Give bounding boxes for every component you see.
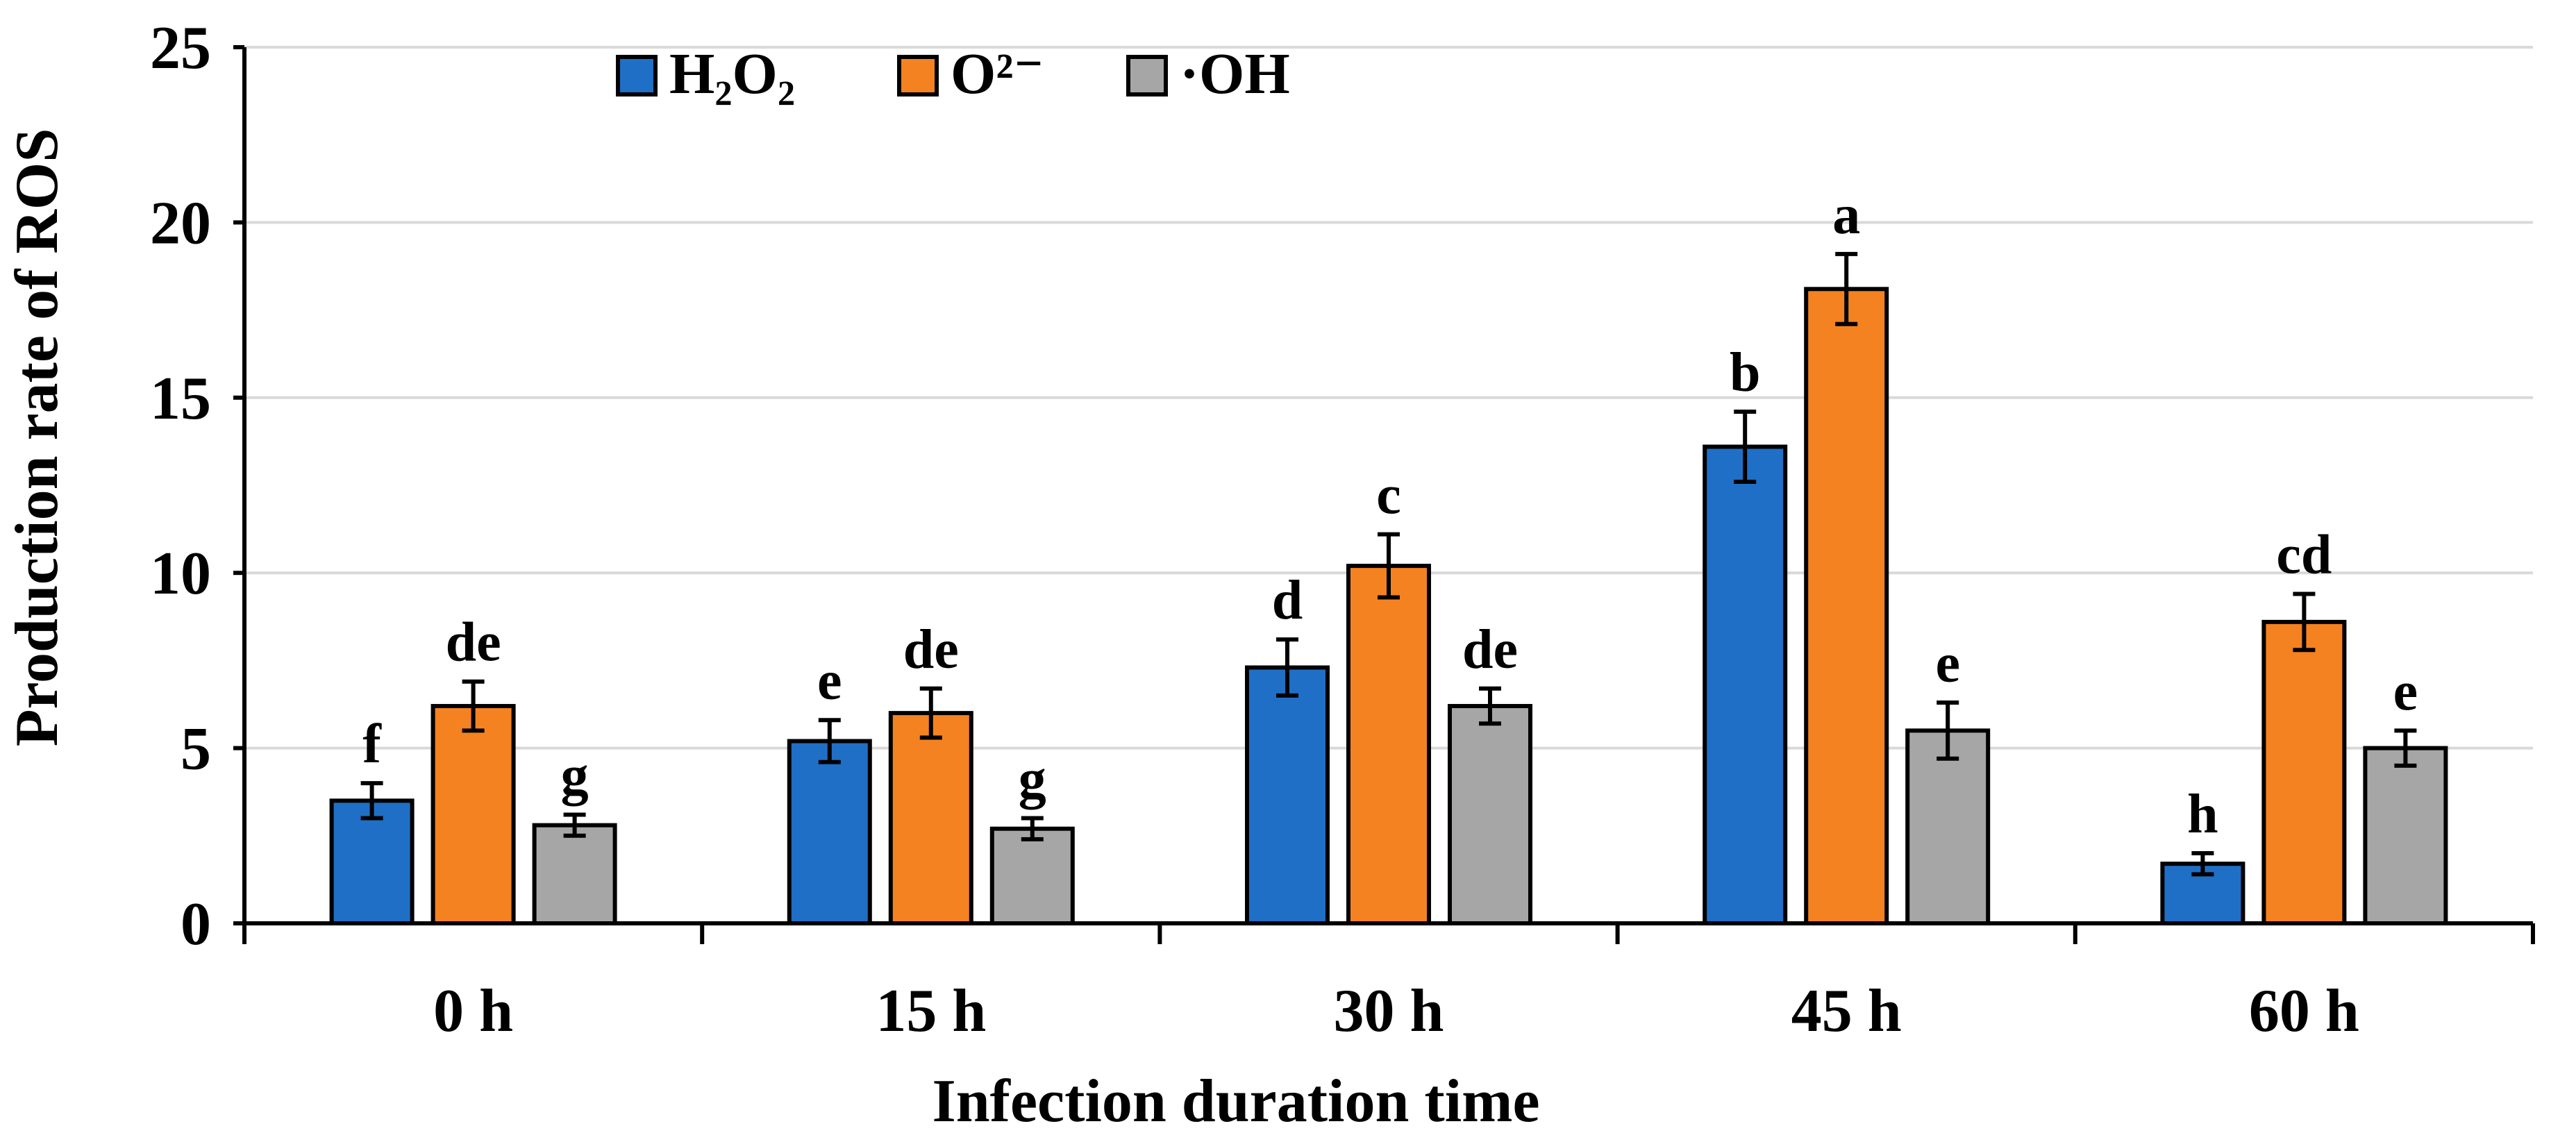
x-tick-label: 30 h	[1334, 977, 1444, 1045]
bar	[2261, 619, 2347, 925]
legend-swatch	[616, 55, 658, 96]
significance-letter: f	[362, 714, 382, 775]
significance-letter: b	[1730, 342, 1761, 403]
legend-item: O²⁻	[897, 42, 1044, 106]
significance-letter: de	[1462, 619, 1518, 680]
bar	[787, 739, 872, 926]
legend-swatch	[897, 55, 939, 96]
axes: 0 5 10 15 20 25 0 h 15 h 30 h 45 h 60 h	[150, 15, 2535, 1045]
significance-letter: de	[446, 612, 501, 673]
legend-item: ·OH	[1126, 42, 1290, 106]
bar	[532, 823, 617, 925]
significance-letter: e	[817, 651, 842, 712]
significance-letter: g	[1019, 749, 1046, 810]
bar	[888, 711, 973, 925]
legend-label: O²⁻	[951, 42, 1044, 106]
bar	[1703, 444, 1788, 925]
significance-letter: a	[1832, 185, 1860, 246]
x-axis-title: Infection duration time	[932, 1068, 1539, 1133]
x-tick-label: 60 h	[2249, 977, 2359, 1045]
error-bars	[360, 251, 2417, 877]
x-tick-label: 45 h	[1791, 977, 1902, 1045]
gridlines	[244, 46, 2533, 750]
bar	[1346, 564, 1431, 925]
bar	[989, 826, 1075, 925]
legend-item: H₂O₂	[616, 42, 795, 106]
bar	[430, 704, 516, 925]
bar	[1804, 287, 1889, 925]
y-tick-label: 25	[150, 15, 211, 82]
significance-letter: e	[2393, 661, 2418, 722]
y-axis-title: Production rate of ROS	[3, 128, 71, 747]
y-tick-label: 5	[181, 716, 211, 783]
significance-letter: cd	[2276, 524, 2332, 585]
y-tick-label: 0	[181, 891, 211, 958]
significance-letter: g	[561, 746, 589, 807]
y-tick-label: 15	[150, 365, 211, 433]
bars	[329, 287, 2448, 926]
significance-letter: c	[1376, 465, 1401, 526]
legend-label: H₂O₂	[669, 42, 795, 106]
significance-letter: de	[903, 619, 959, 680]
significance-letter: h	[2187, 784, 2218, 845]
bar	[1245, 665, 1330, 925]
x-tick-label: 15 h	[876, 977, 986, 1045]
y-tick-label: 10	[150, 540, 211, 607]
legend-swatch	[1126, 55, 1168, 96]
bar	[329, 798, 415, 925]
legend-label: ·OH	[1180, 42, 1290, 106]
x-tick-label: 0 h	[433, 977, 513, 1045]
significance-letter: e	[1935, 633, 1960, 694]
y-tick-label: 20	[150, 190, 211, 257]
legend: H₂O₂ O²⁻ ·OH	[616, 42, 1290, 106]
significance-letter: d	[1272, 570, 1303, 631]
bar	[2363, 746, 2448, 925]
bar	[1448, 704, 1532, 925]
